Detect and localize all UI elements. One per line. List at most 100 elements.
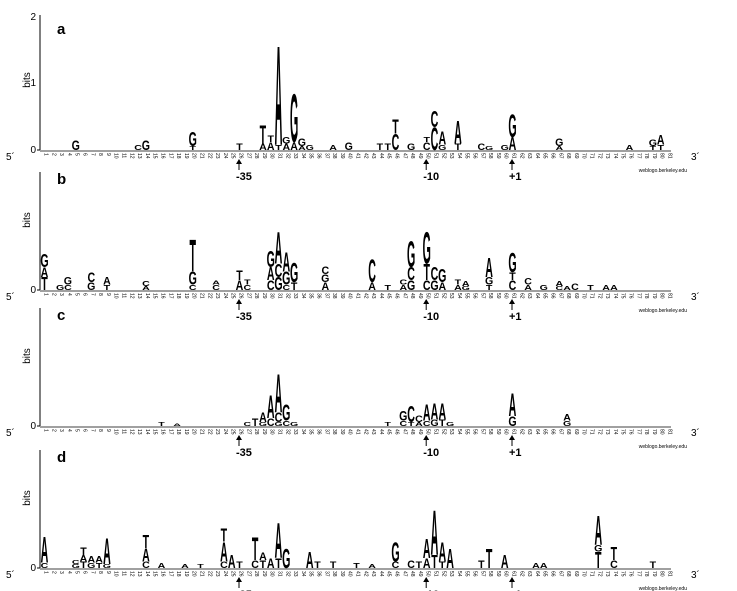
logo-letter-g: G: [399, 408, 407, 424]
logo-letter-a: A: [602, 284, 610, 292]
logo-letter-g: G: [298, 137, 306, 149]
position-label: 74: [612, 429, 618, 435]
marker-arrow-icon: [236, 299, 242, 304]
three-prime-end-label: 3´: [691, 291, 700, 303]
position-label: 60: [503, 571, 509, 577]
logo-letter-a: A: [236, 278, 244, 294]
y-tick-label-0: 0: [30, 421, 36, 432]
position-label: 47: [401, 429, 407, 435]
logo-letter-g: G: [485, 145, 494, 152]
position-label: 35: [308, 293, 314, 299]
position-label: 22: [206, 293, 212, 299]
position-label: 41: [355, 293, 361, 299]
position-label: 12: [128, 571, 134, 577]
logo-letter-a: A: [501, 552, 509, 573]
position-label: 51: [433, 571, 439, 577]
position-label: 30: [269, 153, 275, 159]
position-label: 39: [339, 293, 345, 299]
position-label: 38: [331, 429, 337, 435]
position-label: 34: [300, 153, 306, 159]
position-label: 30: [269, 571, 275, 577]
position-label: 28: [253, 153, 259, 159]
logo-letter-t: T: [423, 136, 430, 144]
logo-letter-t: T: [189, 145, 197, 152]
position-label: 19: [183, 153, 189, 159]
logo-letter-t: T: [80, 546, 87, 558]
position-label: 10: [113, 571, 119, 577]
logo-letter-t: T: [330, 561, 336, 571]
marker-arrow-icon: [423, 577, 430, 582]
logo-letter-a: A: [158, 562, 166, 570]
position-label: 60: [503, 429, 509, 435]
logo-letter-g: G: [282, 544, 290, 574]
logo-letter-g: G: [306, 144, 314, 152]
position-label: 32: [284, 429, 290, 435]
panel-letter: d: [57, 449, 66, 466]
position-label: 77: [635, 571, 641, 577]
five-prime-end-label: 5´: [6, 569, 15, 581]
position-label: 64: [534, 429, 540, 435]
position-label: 31: [277, 293, 283, 299]
logo-letter-a: A: [220, 538, 228, 568]
position-label: 34: [300, 293, 306, 299]
position-label: 50: [425, 429, 431, 435]
position-label: 4: [66, 429, 72, 432]
position-label: 35: [308, 571, 314, 577]
position-label: 14: [144, 571, 150, 577]
logo-letter-a: A: [399, 284, 407, 292]
logo-letter-g: G: [446, 421, 455, 428]
logo-letter-a: A: [563, 413, 571, 423]
panel-letter: a: [57, 21, 66, 38]
logo-letter-a: A: [438, 129, 446, 150]
logo-letter-c: C: [407, 402, 415, 428]
position-label: 80: [659, 153, 665, 159]
position-label: 55: [464, 571, 470, 577]
position-label: 45: [386, 429, 392, 435]
position-label: 18: [175, 571, 181, 577]
logo-letter-a: A: [532, 562, 540, 570]
position-label: 47: [401, 153, 407, 159]
position-label: 6: [82, 153, 88, 156]
logo-letter-t: T: [650, 561, 656, 571]
logo-letter-a: A: [438, 281, 446, 293]
position-label: 59: [495, 429, 501, 435]
logo-letter-t: T: [236, 268, 243, 284]
position-label: 10: [113, 429, 119, 435]
position-label: 73: [604, 429, 610, 435]
panel-letter: b: [57, 171, 66, 188]
logo-letter-g: G: [189, 269, 197, 290]
logo-letter-g: G: [142, 138, 150, 154]
position-label: 28: [253, 571, 259, 577]
position-label: 44: [378, 293, 384, 299]
position-label: 71: [589, 293, 595, 299]
position-label: 61: [511, 293, 517, 299]
marker-arrow-icon: [236, 159, 242, 164]
position-label: 27: [245, 429, 251, 435]
position-label: 18: [175, 153, 181, 159]
position-label: 34: [300, 429, 306, 435]
position-label: 8: [97, 571, 103, 574]
logo-letter-a: A: [329, 144, 337, 152]
position-label: 46: [394, 293, 400, 299]
logo-letter-t: T: [189, 232, 195, 283]
position-label: 69: [573, 153, 579, 159]
position-label: 70: [581, 153, 587, 159]
logo-letter-c: C: [142, 280, 150, 288]
position-label: 66: [550, 293, 556, 299]
position-label: 56: [472, 429, 478, 435]
position-label: 32: [284, 153, 290, 159]
position-label: 63: [526, 571, 532, 577]
position-label: 13: [136, 153, 142, 159]
position-label: 68: [565, 293, 571, 299]
position-label: 16: [160, 571, 166, 577]
position-label: 55: [464, 153, 470, 159]
weblogo-credit: weblogo.berkeley.edu: [639, 168, 687, 174]
logo-letter-c: C: [415, 415, 423, 425]
position-label: 20: [191, 153, 197, 159]
logo-letter-a: A: [594, 509, 602, 554]
logo-letter-g: G: [87, 281, 95, 293]
logo-letter-t: T: [384, 284, 391, 292]
position-label: 79: [651, 571, 657, 577]
logo-letter-c: C: [212, 284, 220, 292]
position-label: 25: [230, 429, 236, 435]
